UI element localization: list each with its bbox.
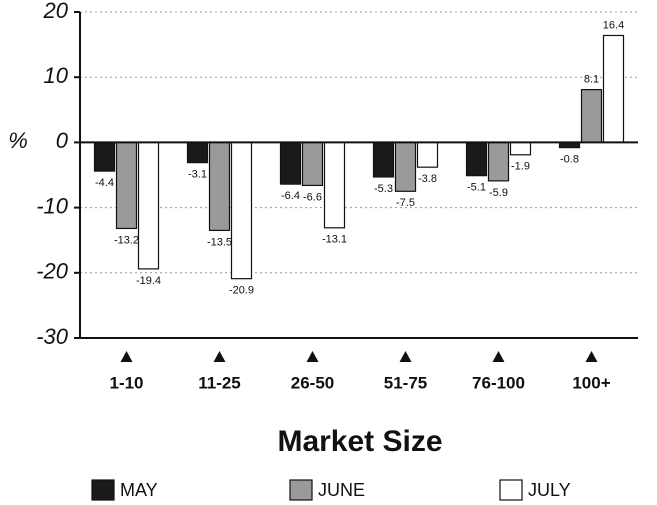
y-tick-label: -30 — [36, 324, 69, 349]
value-label: -20.9 — [229, 285, 254, 297]
value-label: -13.5 — [207, 236, 232, 248]
value-label: 16.4 — [603, 19, 624, 31]
value-label: -5.3 — [374, 183, 393, 195]
x-tick-label: 11-25 — [198, 373, 241, 392]
bar — [301, 141, 324, 187]
category-marker — [399, 351, 412, 362]
value-label: -3.1 — [188, 169, 207, 181]
bar — [186, 141, 209, 164]
y-axis-label: % — [8, 128, 28, 153]
bar — [394, 141, 417, 192]
bar — [416, 141, 439, 168]
x-tick-label: 76-100 — [472, 373, 525, 392]
x-tick-label: 26-50 — [291, 373, 334, 392]
bar — [230, 141, 253, 280]
legend-label: JUNE — [318, 480, 365, 500]
x-tick-label: 100+ — [572, 373, 610, 392]
category-marker — [492, 351, 505, 362]
value-label: -3.8 — [418, 173, 437, 185]
legend-label: JULY — [528, 480, 571, 500]
category-marker — [306, 351, 319, 362]
x-tick-label: 51-75 — [384, 373, 427, 392]
bar — [372, 141, 395, 178]
bar — [323, 141, 346, 229]
bar — [208, 141, 231, 232]
category-marker — [120, 351, 133, 362]
value-label: -13.2 — [114, 234, 139, 246]
category-marker — [585, 351, 598, 362]
legend-swatch — [91, 479, 115, 501]
bar — [465, 141, 488, 177]
legend-swatch — [289, 479, 313, 501]
legend-swatch — [499, 479, 523, 501]
category-marker — [213, 351, 226, 362]
bar — [115, 141, 138, 230]
x-axis-label: Market Size — [277, 425, 442, 458]
bar — [137, 141, 160, 270]
value-label: -1.9 — [511, 161, 530, 173]
legend-label: MAY — [120, 480, 158, 500]
value-label: -19.4 — [136, 275, 161, 287]
bar — [580, 88, 603, 143]
y-tick-label: 0 — [56, 128, 69, 153]
x-tick-label: 1-10 — [109, 373, 143, 392]
value-label: -13.1 — [322, 234, 347, 246]
y-tick-label: 10 — [44, 63, 69, 88]
value-label: -5.1 — [467, 182, 486, 194]
y-tick-label: -10 — [36, 193, 69, 218]
value-label: -0.8 — [560, 154, 579, 166]
value-label: -6.6 — [303, 191, 322, 203]
bar — [93, 141, 116, 172]
bar — [509, 141, 532, 156]
y-tick-label: 20 — [43, 0, 69, 23]
value-label: 8.1 — [584, 73, 599, 85]
value-label: -4.4 — [95, 177, 114, 189]
y-tick-label: -20 — [36, 259, 69, 284]
value-label: -6.4 — [281, 190, 300, 202]
value-label: -7.5 — [396, 197, 415, 209]
bar — [487, 141, 510, 182]
bar — [602, 34, 625, 144]
value-label: -5.9 — [489, 187, 508, 199]
bar — [279, 141, 302, 185]
